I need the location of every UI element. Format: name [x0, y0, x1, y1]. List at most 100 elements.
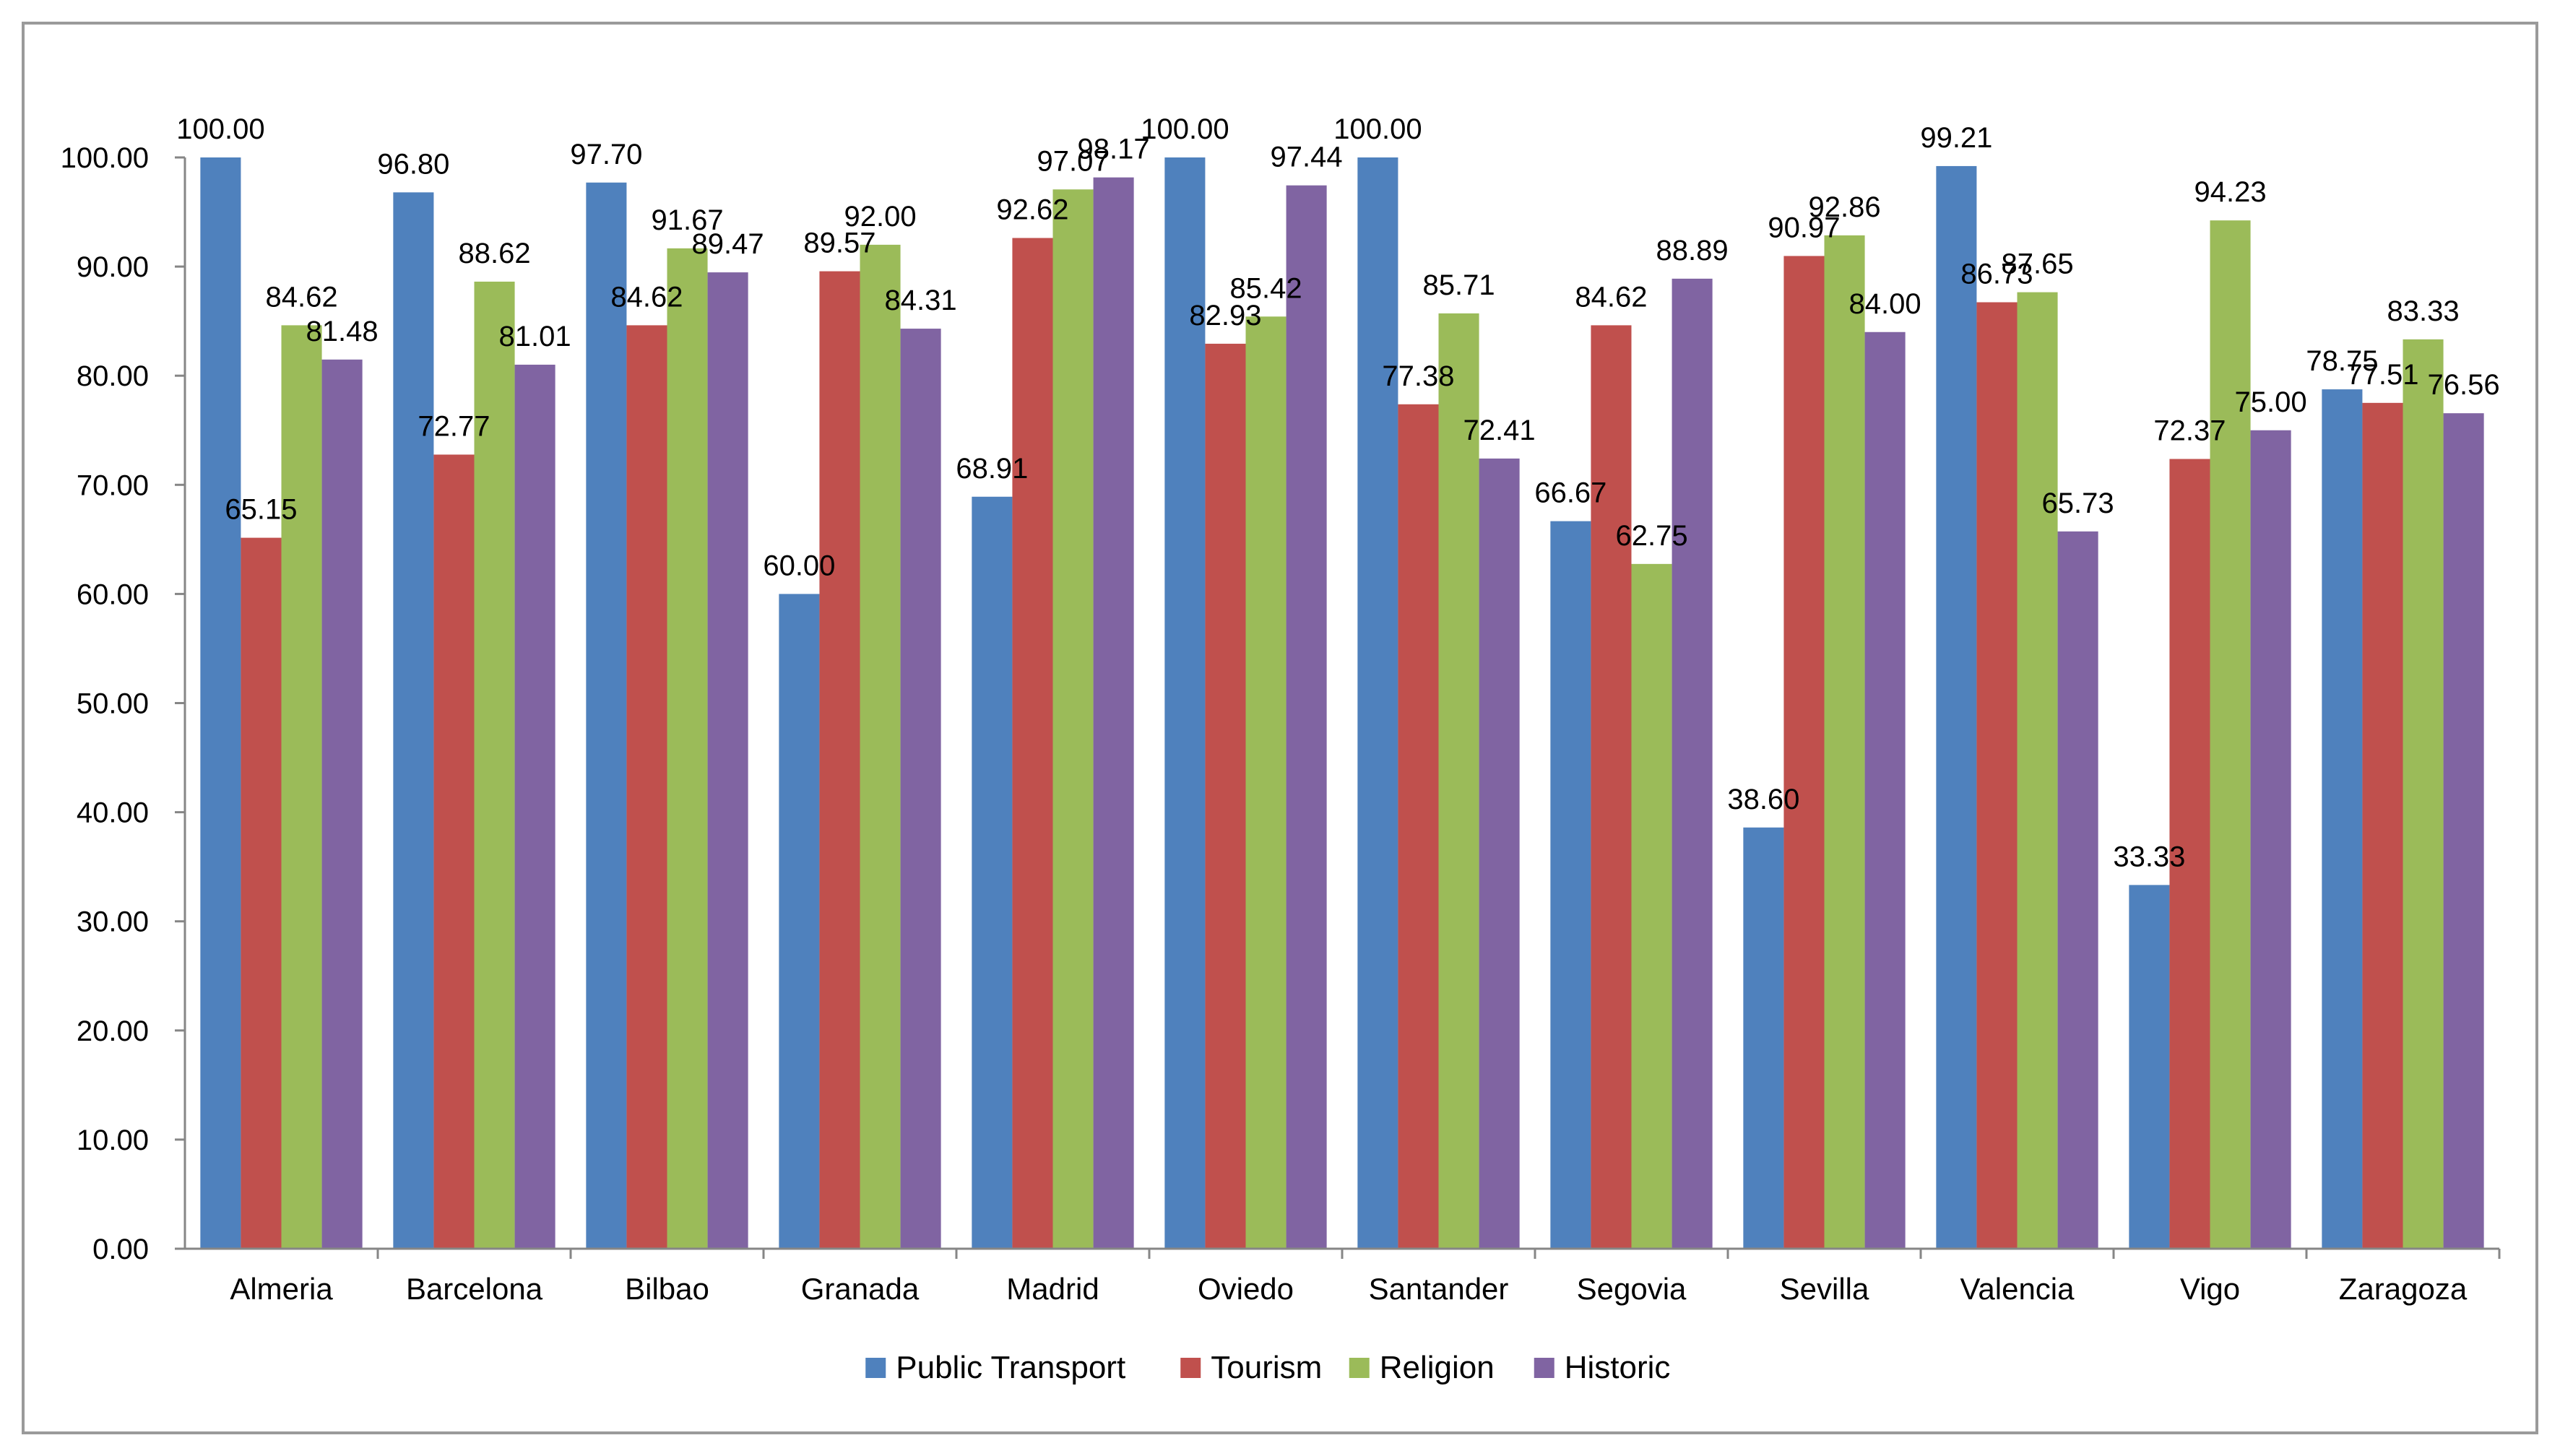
- bars: [200, 157, 2484, 1249]
- bar-public-transport: [2129, 885, 2170, 1249]
- legend-label: Public Transport: [896, 1350, 1125, 1385]
- y-tick-label: 90.00: [77, 251, 149, 283]
- bar-historic: [1093, 177, 1134, 1249]
- bar-public-transport: [2322, 389, 2363, 1249]
- data-label: 96.80: [377, 148, 449, 180]
- data-label: 82.93: [1189, 300, 1261, 332]
- bar-tourism: [1012, 238, 1053, 1249]
- bar-tourism: [2362, 402, 2403, 1249]
- bar-tourism: [2169, 459, 2210, 1249]
- x-tick-label: Sevilla: [1780, 1272, 1869, 1306]
- legend-item: Historic: [1534, 1350, 1671, 1385]
- bar-public-transport: [200, 157, 241, 1249]
- legend-swatch: [1180, 1358, 1201, 1378]
- bar-religion: [1438, 313, 1479, 1249]
- bar-historic: [2443, 413, 2484, 1249]
- y-tick-label: 10.00: [77, 1124, 149, 1156]
- data-label: 77.38: [1382, 360, 1454, 392]
- x-tick-label: Segovia: [1577, 1272, 1687, 1306]
- data-label: 97.07: [1037, 145, 1109, 177]
- data-label: 84.62: [265, 281, 337, 313]
- bar-religion: [281, 325, 322, 1249]
- legend-label: Tourism: [1211, 1350, 1322, 1385]
- y-tick-label: 40.00: [77, 797, 149, 829]
- bar-tourism: [1976, 302, 2018, 1249]
- data-label: 84.00: [1849, 288, 1921, 320]
- data-label: 100.00: [176, 113, 264, 145]
- data-label: 89.47: [692, 228, 764, 260]
- legend-item: Tourism: [1180, 1350, 1322, 1385]
- bar-religion: [1245, 316, 1287, 1249]
- data-label: 84.31: [885, 285, 957, 316]
- y-tick-label: 30.00: [77, 906, 149, 938]
- bar-tourism: [1591, 325, 1632, 1249]
- x-tick-label: Vigo: [2180, 1272, 2240, 1306]
- bar-public-transport: [779, 594, 820, 1249]
- data-label: 88.89: [1656, 235, 1729, 266]
- y-tick-label: 0.00: [92, 1234, 149, 1265]
- bar-historic: [2250, 430, 2291, 1249]
- data-label: 86.73: [1960, 259, 2033, 290]
- bar-historic: [2057, 531, 2098, 1249]
- legend-item: Religion: [1349, 1350, 1495, 1385]
- data-label: 78.75: [2306, 345, 2378, 377]
- data-label: 72.41: [1463, 415, 1536, 446]
- bar-public-transport: [1357, 157, 1398, 1249]
- y-tick-label: 20.00: [77, 1015, 149, 1047]
- data-label: 89.57: [803, 228, 875, 259]
- data-labels: 100.0065.1584.6281.4896.8072.7788.6281.0…: [176, 113, 2499, 872]
- bar-public-transport: [1936, 165, 1977, 1249]
- legend-label: Historic: [1565, 1350, 1671, 1385]
- bar-public-transport: [972, 496, 1013, 1249]
- data-label: 98.17: [1078, 134, 1150, 165]
- y-tick-label: 50.00: [77, 688, 149, 720]
- bar-religion: [1824, 235, 1865, 1249]
- bar-tourism: [241, 537, 282, 1249]
- x-tick-label: Madrid: [1006, 1272, 1099, 1306]
- x-tick-label: Oviedo: [1198, 1272, 1294, 1306]
- data-label: 97.44: [1271, 142, 1343, 173]
- data-label: 91.67: [651, 204, 723, 236]
- legend-item: Public Transport: [865, 1350, 1125, 1385]
- data-label: 85.42: [1229, 272, 1302, 304]
- bar-tourism: [626, 325, 667, 1249]
- legend-swatch: [865, 1358, 886, 1378]
- bar-historic: [900, 329, 941, 1249]
- x-tick-label: Barcelona: [406, 1272, 543, 1306]
- bar-tourism: [1783, 256, 1825, 1249]
- bar-religion: [1052, 189, 1094, 1249]
- data-label: 90.97: [1768, 212, 1840, 243]
- data-label: 84.62: [610, 281, 683, 313]
- x-tick-label: Santander: [1369, 1272, 1509, 1306]
- data-label: 65.15: [225, 494, 297, 526]
- data-label: 92.86: [1808, 191, 1880, 223]
- bar-tourism: [1205, 343, 1246, 1249]
- y-tick-label: 60.00: [77, 578, 149, 610]
- data-label: 75.00: [2235, 386, 2307, 418]
- bar-historic: [1286, 185, 1327, 1249]
- data-label: 60.00: [763, 550, 835, 581]
- bar-tourism: [1398, 404, 1439, 1249]
- bar-public-transport: [1743, 827, 1784, 1249]
- x-tick-label: Granada: [801, 1272, 920, 1306]
- data-label: 81.48: [306, 316, 379, 347]
- y-tick-label: 100.00: [61, 142, 149, 174]
- bar-religion: [474, 281, 515, 1249]
- legend-swatch: [1349, 1358, 1370, 1378]
- y-tick-label: 80.00: [77, 360, 149, 392]
- data-label: 76.56: [2428, 369, 2500, 401]
- data-label: 77.51: [2346, 359, 2418, 391]
- data-label: 85.71: [1422, 269, 1495, 301]
- data-label: 83.33: [2387, 295, 2459, 327]
- data-label: 81.01: [499, 321, 571, 352]
- data-label: 94.23: [2194, 176, 2266, 208]
- data-label: 72.77: [418, 410, 490, 442]
- bar-religion: [860, 244, 901, 1249]
- bar-tourism: [819, 271, 860, 1249]
- data-label: 92.62: [996, 194, 1068, 226]
- data-label: 100.00: [1333, 113, 1422, 145]
- data-label: 68.91: [956, 453, 1028, 485]
- data-label: 92.00: [844, 201, 916, 233]
- bar-public-transport: [1550, 521, 1591, 1249]
